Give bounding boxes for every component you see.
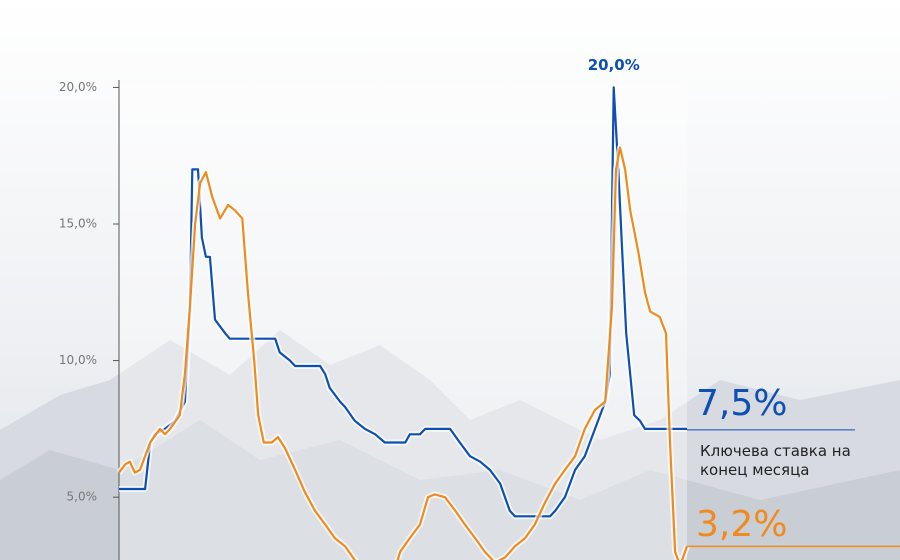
y-tick-label: 5,0% [67, 490, 98, 504]
current-rate: 7,5% [696, 383, 787, 424]
series-line [118, 146, 689, 560]
legend-label: Ключева ставка на конец месяца [700, 442, 851, 479]
peak-label: 20,0% [588, 56, 640, 74]
y-tick-label: 20,0% [59, 80, 97, 94]
y-tick-label: 10,0% [59, 353, 97, 367]
y-tick-label: 15,0% [59, 217, 97, 231]
current-inflation: 3,2% [696, 504, 787, 545]
plot-area [119, 85, 687, 560]
